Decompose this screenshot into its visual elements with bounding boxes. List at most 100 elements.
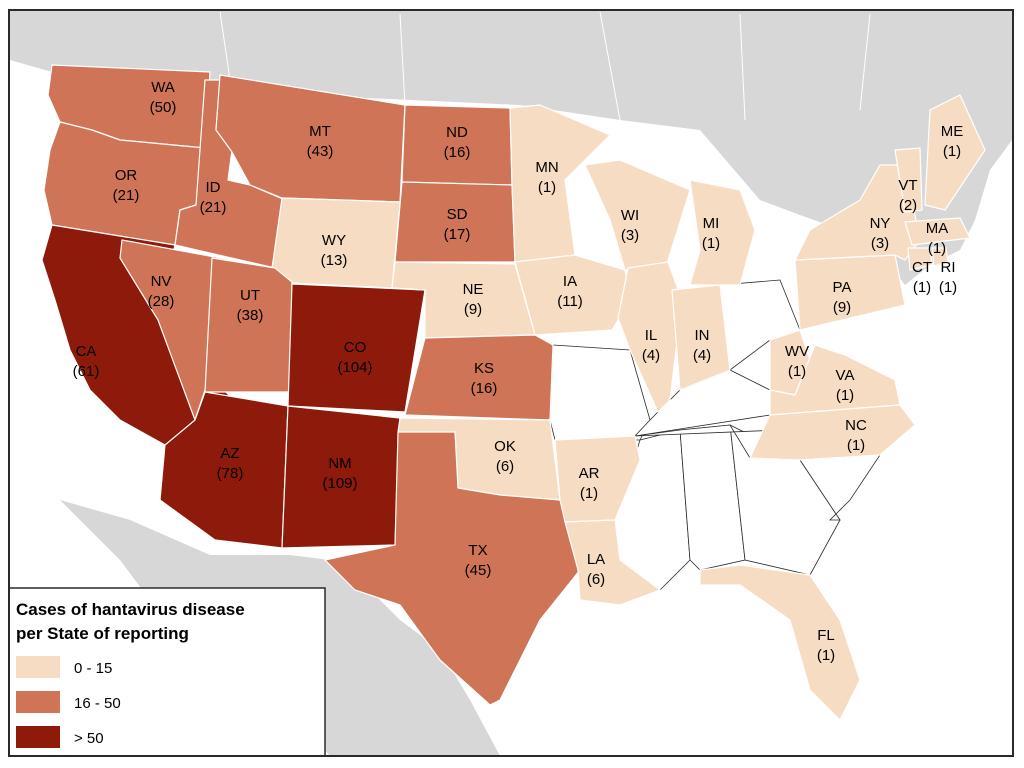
canada-border-lines [219, 11, 871, 121]
state-count-me: (1) [943, 143, 961, 160]
state-label-nm: NM [328, 455, 351, 472]
state-label-nv: NV [151, 273, 172, 290]
legend-swatch-low [16, 656, 60, 678]
state-count-sd: (17) [444, 226, 471, 243]
state-label-az: AZ [220, 445, 239, 462]
legend-swatch-mid [16, 691, 60, 713]
state-count-id: (21) [200, 199, 227, 216]
state-label-ny: NY [870, 215, 891, 232]
state-label-wa: WA [151, 79, 175, 96]
state-label-va: VA [836, 367, 855, 384]
state-label-ct: CT [912, 259, 932, 276]
state-count-tx: (45) [465, 562, 492, 579]
state-label-ok: OK [494, 438, 516, 455]
state-label-ia: IA [563, 273, 577, 290]
state-count-il: (4) [642, 347, 660, 364]
state-la [564, 519, 661, 606]
state-count-wy: (13) [321, 252, 348, 269]
state-label-mn: MN [535, 159, 558, 176]
legend-title-line2: per State of reporting [16, 624, 189, 643]
state-label-vt: VT [898, 177, 917, 194]
labels-layer: WA (50) OR (21) CA (61) ID (21) NV (28) MT (43) WY (1… [73, 79, 964, 664]
state-mn [509, 104, 611, 263]
state-count-nm: (109) [322, 475, 357, 492]
state-ma [904, 217, 971, 246]
state-count-ia: (11) [557, 293, 583, 310]
state-count-ut: (38) [237, 307, 264, 324]
legend-label-high: > 50 [74, 730, 104, 747]
legend: Cases of hantavirus disease per State of… [8, 587, 326, 757]
state-label-sd: SD [447, 206, 468, 223]
state-count-mn: (1) [538, 179, 556, 196]
state-count-wi: (3) [621, 227, 639, 244]
legend-label-low: 0 - 15 [74, 660, 112, 677]
state-label-mi: MI [703, 215, 720, 232]
state-count-nd: (16) [444, 144, 471, 161]
state-count-ma: (1) [928, 240, 946, 257]
state-count-wa: (50) [150, 99, 177, 116]
state-ks [404, 334, 554, 421]
state-label-id: ID [206, 179, 221, 196]
state-count-ok: (6) [496, 458, 514, 475]
state-count-ct: (1) [913, 279, 931, 296]
state-count-wv: (1) [788, 363, 806, 380]
state-label-in: IN [695, 327, 710, 344]
state-label-co: CO [344, 339, 367, 356]
state-count-in: (4) [693, 347, 711, 364]
state-count-ar: (1) [580, 485, 598, 502]
state-label-pa: PA [833, 279, 852, 296]
state-nc [749, 404, 916, 461]
state-label-il: IL [645, 327, 658, 344]
state-label-wi: WI [621, 207, 639, 224]
state-count-ny: (3) [871, 235, 889, 252]
state-label-la: LA [587, 551, 605, 568]
state-label-nd: ND [446, 124, 468, 141]
state-label-tx: TX [468, 542, 487, 559]
legend-title-line1: Cases of hantavirus disease [16, 600, 245, 619]
legend-label-mid: 16 - 50 [74, 695, 121, 712]
state-label-nc: NC [845, 417, 867, 434]
state-count-ca: (61) [73, 363, 100, 380]
canada-land [10, 10, 1012, 285]
state-mi [689, 179, 756, 286]
state-count-va: (1) [836, 387, 854, 404]
state-count-az: (78) [217, 465, 244, 482]
state-in [671, 284, 731, 391]
state-fl [699, 564, 861, 721]
state-label-fl: FL [817, 627, 835, 644]
state-count-pa: (9) [833, 299, 851, 316]
state-count-co: (104) [337, 359, 372, 376]
state-ct [907, 247, 933, 271]
state-count-mt: (43) [307, 143, 334, 160]
state-count-vt: (2) [899, 197, 917, 214]
state-count-mi: (1) [702, 235, 720, 252]
state-count-nc: (1) [847, 437, 865, 454]
state-ut [204, 257, 293, 393]
state-ri [931, 247, 949, 267]
map-frame [8, 9, 1014, 757]
state-label-ar: AR [579, 465, 600, 482]
state-label-ma: MA [926, 220, 949, 237]
legend-box [8, 587, 326, 757]
state-vt [894, 147, 923, 213]
state-label-ri: RI [941, 259, 956, 276]
state-label-wy: WY [322, 232, 346, 249]
state-label-wv: WV [785, 343, 809, 360]
state-count-la: (6) [587, 571, 605, 588]
state-count-nv: (28) [148, 293, 175, 310]
state-count-ne: (9) [464, 301, 482, 318]
state-label-me: ME [941, 123, 964, 140]
state-count-ri: (1) [939, 279, 957, 296]
states-layer [41, 64, 986, 721]
state-il [617, 261, 683, 413]
state-label-mt: MT [309, 123, 331, 140]
state-label-ne: NE [463, 281, 484, 298]
state-label-ca: CA [76, 343, 97, 360]
state-label-or: OR [115, 167, 138, 184]
state-label-ut: UT [240, 287, 260, 304]
state-count-fl: (1) [817, 647, 835, 664]
state-tx [324, 431, 581, 706]
legend-swatch-high [16, 726, 60, 748]
state-count-or: (21) [113, 187, 140, 204]
